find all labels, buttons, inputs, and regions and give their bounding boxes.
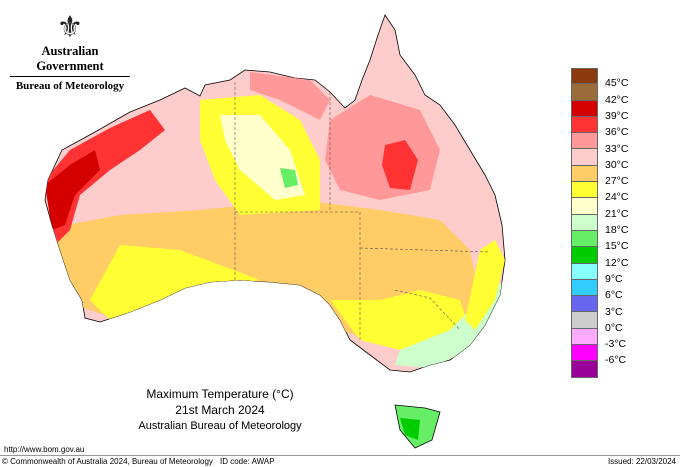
legend-swatch [571, 279, 598, 297]
legend-label: 30°C [605, 158, 629, 171]
legend-label: 39°C [605, 109, 629, 122]
zone-21-24-se [395, 280, 505, 368]
date-line: 21st March 2024 [175, 403, 265, 417]
government-logo: ⚜ Australian Government Bureau of Meteor… [10, 12, 130, 92]
zone-33-36-nt [250, 72, 330, 120]
legend-label: 0°C [605, 321, 623, 334]
state-borders [234, 82, 491, 340]
tasmania-cool [400, 418, 420, 440]
color-legend: 45°C 42°C 39°C 36°C 33°C 30°C 27°C 24°C 21°C 18°C… [571, 68, 628, 378]
legend-label: 36°C [605, 126, 629, 139]
legend-swatch [571, 116, 598, 134]
legend-label: 21°C [605, 207, 629, 220]
legend-swatch [571, 361, 598, 378]
legend-swatch [571, 263, 598, 280]
zone-east-coast [465, 240, 505, 330]
title-line: Maximum Temperature (°C) [146, 387, 294, 401]
legend-label: 15°C [605, 240, 629, 253]
source-line: Australian Bureau of Meteorology [138, 420, 302, 432]
zone-24-27-se [330, 290, 470, 350]
bureau-name: Bureau of Meteorology [15, 80, 125, 92]
legend-label: 45°C [605, 77, 629, 90]
legend-label: 12°C [605, 256, 629, 269]
map-title: Maximum Temperature (°C) 21st March 2024… [120, 386, 320, 434]
footer-divider [0, 455, 680, 456]
legend-swatch [571, 345, 598, 362]
legend-swatch [571, 296, 598, 313]
legend-swatch [571, 247, 598, 264]
legend-swatch [571, 84, 598, 101]
legend-label: 42°C [605, 93, 629, 106]
legend-swatch [571, 100, 598, 117]
legend-swatch [571, 328, 598, 346]
zone-36-39-west [45, 110, 165, 245]
copyright: © Commonwealth of Australia 2024, Bureau… [2, 457, 213, 466]
legend-label: 6°C [605, 289, 623, 302]
legend-label: -3°C [605, 338, 627, 351]
legend-swatch [571, 133, 598, 150]
zone-18-21-centre [280, 168, 298, 188]
id-code: ID code: AWAP [220, 457, 275, 466]
legend-label: -6°C [605, 354, 627, 367]
legend-swatch [571, 182, 598, 199]
zone-24-27 [90, 245, 260, 320]
issued-date: Issued: 22/03/2024 [607, 457, 676, 466]
legend-swatch [571, 214, 598, 231]
legend-swatch [571, 149, 598, 166]
legend-label: 27°C [605, 175, 629, 188]
legend-label: 3°C [605, 305, 623, 318]
legend-swatch [571, 68, 598, 85]
legend-swatch [571, 165, 598, 183]
legend-swatch [571, 312, 598, 329]
government-name: Australian Government [10, 44, 130, 77]
mainland [44, 14, 506, 449]
legend-swatch [571, 198, 598, 215]
zone-39-42-west [45, 150, 100, 230]
legend-label: 9°C [605, 272, 623, 285]
zone-36-39-qld [382, 140, 418, 190]
coat-of-arms-icon: ⚜ [56, 11, 84, 44]
legend-label: 24°C [605, 191, 629, 204]
legend-label: 33°C [605, 142, 629, 155]
website-link[interactable]: http://www.bom.gov.au [4, 445, 85, 454]
legend-label: 18°C [605, 224, 629, 236]
legend-swatch [571, 230, 598, 248]
